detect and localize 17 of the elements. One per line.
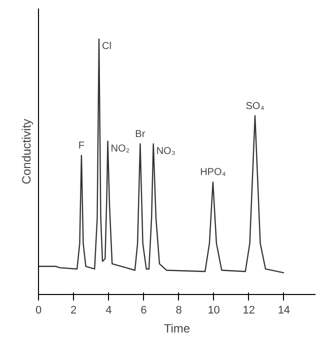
x-tick-label: 12: [242, 304, 256, 316]
annotation: HPO₄: [200, 167, 226, 178]
annotation: Br: [135, 128, 146, 140]
x-tick-label: 2: [70, 304, 77, 316]
x-tick-label: 0: [35, 304, 42, 316]
x-tick-label: 4: [106, 304, 112, 316]
x-axis-title: Time: [164, 322, 190, 336]
annotation: NO₂: [110, 143, 130, 154]
y-axis-title: Conductivity: [20, 118, 34, 184]
x-tick-label: 10: [208, 304, 220, 316]
x-tick-label: 14: [278, 304, 290, 316]
annotation: Cl: [102, 41, 112, 52]
x-tick-label: 8: [176, 304, 182, 316]
annotation: SO₄: [246, 100, 264, 112]
annotation: NO₃: [156, 146, 176, 157]
annotation: F: [78, 140, 85, 152]
x-tick-label: 6: [140, 304, 147, 316]
